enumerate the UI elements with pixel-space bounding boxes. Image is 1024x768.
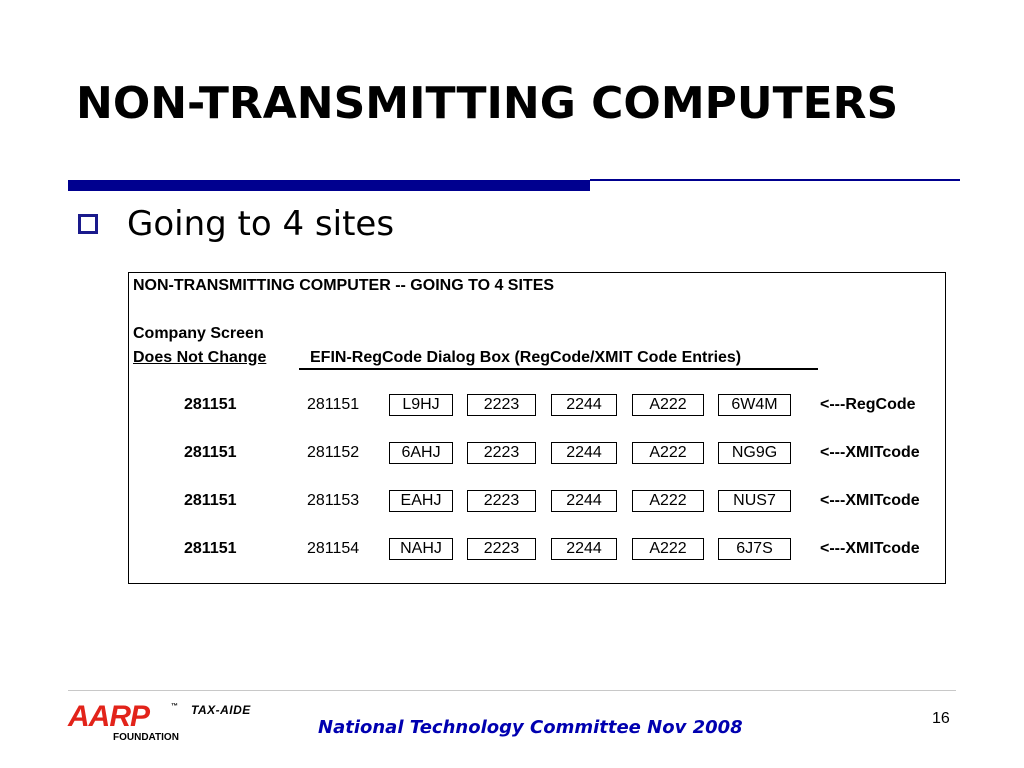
page-number: 16 [932, 710, 950, 727]
dialog-box-underline [299, 368, 818, 370]
code-cell: 2244 [551, 538, 617, 560]
code-cell: 2223 [467, 394, 536, 416]
code-type-note: <---RegCode [820, 396, 916, 413]
does-not-change-label: Does Not Change [133, 349, 267, 366]
tax-aide-logo: TAX-AIDE [191, 703, 251, 717]
code-cell: 2244 [551, 394, 617, 416]
code-cell: L9HJ [389, 394, 453, 416]
dialog-efin: 281153 [307, 492, 360, 509]
code-type-note: <---XMITcode [820, 492, 920, 509]
code-cell: NG9G [718, 442, 791, 464]
code-cell: A222 [632, 490, 704, 512]
code-cell: 2223 [467, 442, 536, 464]
code-cell: 2244 [551, 490, 617, 512]
bullet-text: Going to 4 sites [127, 204, 395, 244]
company-screen-label: Company Screen [133, 325, 264, 342]
footer-text: National Technology Committee Nov 2008 [318, 717, 743, 738]
code-cell: 6AHJ [389, 442, 453, 464]
square-bullet-icon [78, 214, 98, 234]
dialog-box-label: EFIN-RegCode Dialog Box (RegCode/XMIT Co… [310, 349, 742, 366]
title-underline-thick [68, 180, 590, 191]
code-cell: NUS7 [718, 490, 791, 512]
company-efin: 281151 [184, 492, 237, 509]
code-cell: 2223 [467, 538, 536, 560]
code-cell: NAHJ [389, 538, 453, 560]
code-cell: 2223 [467, 490, 536, 512]
aarp-logo: AARP [68, 700, 150, 733]
code-cell: A222 [632, 394, 704, 416]
table-frame [128, 272, 946, 584]
code-cell: EAHJ [389, 490, 453, 512]
slide-title: NON-TRANSMITTING COMPUTERS [76, 78, 899, 129]
footer-divider [68, 690, 956, 691]
code-cell: 6J7S [718, 538, 791, 560]
company-efin: 281151 [184, 540, 237, 557]
company-efin: 281151 [184, 396, 237, 413]
code-type-note: <---XMITcode [820, 540, 920, 557]
code-type-note: <---XMITcode [820, 444, 920, 461]
table-heading: NON-TRANSMITTING COMPUTER -- GOING TO 4 … [133, 277, 555, 294]
code-cell: A222 [632, 538, 704, 560]
aarp-trademark: ™ [171, 703, 178, 710]
code-cell: 2244 [551, 442, 617, 464]
dialog-efin: 281152 [307, 444, 360, 461]
code-cell: 6W4M [718, 394, 791, 416]
code-cell: A222 [632, 442, 704, 464]
dialog-efin: 281151 [307, 396, 360, 413]
foundation-logo: FOUNDATION [113, 732, 179, 743]
title-underline-thin [590, 179, 960, 181]
dialog-efin: 281154 [307, 540, 360, 557]
company-efin: 281151 [184, 444, 237, 461]
